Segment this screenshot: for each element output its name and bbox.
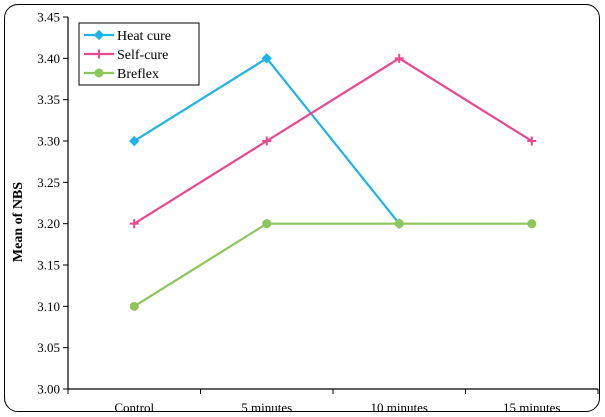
y-tick-label: 3.35	[37, 92, 60, 107]
legend-swatch-marker	[93, 29, 105, 41]
y-tick-label: 3.40	[37, 51, 60, 66]
series-line	[133, 222, 532, 308]
x-tick-label: Control	[114, 400, 154, 415]
series-self-cure	[129, 53, 537, 229]
y-tick-label: 3.00	[37, 382, 60, 397]
x-tick-label: 10 minutes	[371, 400, 428, 415]
data-point	[261, 53, 272, 64]
legend-swatch-marker	[94, 49, 104, 59]
legend-entry: Heat cure	[84, 29, 171, 44]
y-axis-title: Mean of NBS	[11, 182, 26, 262]
y-tick-label: 3.30	[37, 134, 60, 149]
data-point	[527, 219, 537, 229]
legend-label: Breflex	[117, 67, 159, 82]
series-line	[133, 57, 533, 225]
data-point	[394, 53, 404, 63]
series-layer	[129, 53, 537, 311]
legend: Heat cure Self-cure Breflex	[78, 22, 200, 86]
legend-entry: Self-cure	[84, 48, 168, 63]
y-tick-label: 3.45	[37, 10, 60, 25]
y-tick-label: 3.25	[37, 175, 60, 190]
data-point	[129, 219, 139, 229]
x-tick-label: 5 minutes	[241, 400, 292, 415]
data-point	[129, 301, 139, 311]
legend-label: Heat cure	[117, 29, 171, 44]
axes: 3.00 3.05 3.10 3.15 3.20 3.25 3.30 3.35 3.40 3.45…	[37, 10, 599, 415]
y-tick-label: 3.20	[37, 216, 60, 231]
data-point	[262, 136, 272, 146]
chart-frame	[4, 4, 600, 412]
data-point	[262, 219, 272, 229]
y-tick-label: 3.05	[37, 340, 60, 355]
x-tick-label: 15 minutes	[503, 400, 560, 415]
legend-label: Self-cure	[117, 48, 168, 63]
data-point	[129, 135, 140, 147]
legend-entry: Breflex	[84, 67, 159, 82]
series-breflex	[129, 219, 537, 311]
data-point	[394, 219, 404, 229]
y-tick-label: 3.15	[37, 258, 60, 273]
data-point	[527, 136, 537, 146]
legend-swatch-marker	[94, 68, 104, 78]
y-tick-label: 3.10	[37, 299, 60, 314]
